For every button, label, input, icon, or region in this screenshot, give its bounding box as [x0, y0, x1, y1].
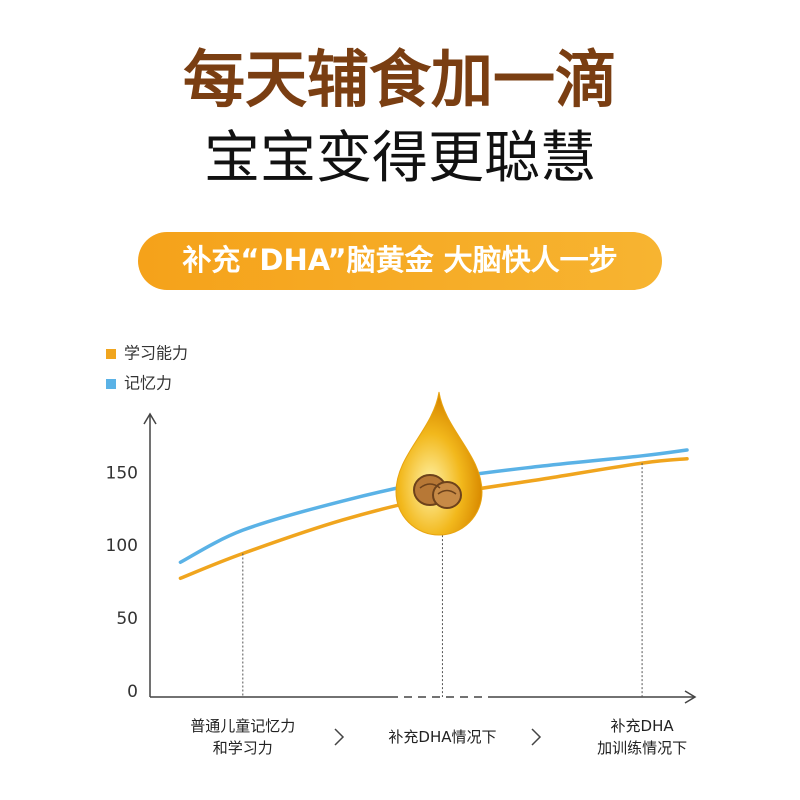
chevron: [334, 728, 345, 746]
x-tick-label: 补充DHA情况下: [388, 728, 497, 746]
y-arrow: [143, 412, 157, 425]
legend-label: 学习能力: [124, 344, 188, 363]
legend-swatch: [106, 349, 116, 359]
axes: [143, 412, 697, 746]
y-tick-label: 0: [127, 682, 138, 702]
headline: 每天辅食加一滴: [183, 43, 617, 116]
subheadline: 宝宝变得更聪慧: [204, 126, 596, 191]
x-tick-label: 补充DHA 加训练情况下: [597, 717, 688, 757]
chevron: [531, 728, 542, 746]
legend-swatch: [106, 379, 116, 389]
banner-text: 补充“DHA”脑黄金 大脑快人一步: [182, 243, 617, 277]
oil-drop: [395, 391, 483, 536]
banner-pill: [138, 232, 662, 290]
y-tick-label: 100: [106, 536, 138, 556]
y-tick-label: 150: [106, 463, 138, 483]
y-tick-label: 50: [116, 609, 138, 629]
x-tick-label: 普通儿童记忆力 和学习力: [190, 717, 296, 757]
legend-label: 记忆力: [124, 374, 172, 393]
x-arrow: [684, 690, 697, 704]
